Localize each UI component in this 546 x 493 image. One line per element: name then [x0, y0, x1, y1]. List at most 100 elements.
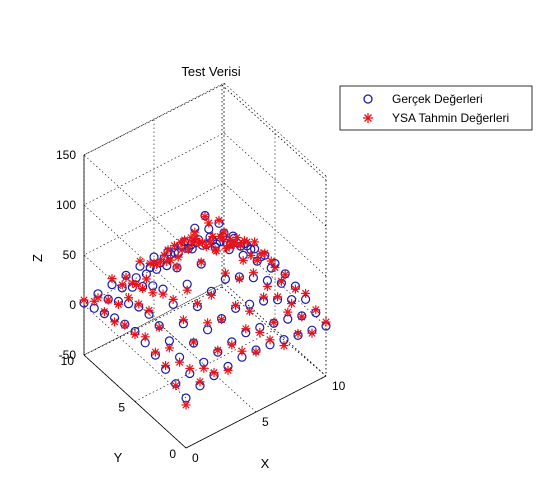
data-point-predicted — [321, 317, 331, 327]
data-point-predicted — [175, 357, 185, 367]
data-point-predicted — [273, 292, 283, 302]
data-point-predicted — [163, 245, 173, 255]
data-point-predicted — [162, 257, 172, 267]
z-axis-label: Z — [30, 254, 45, 262]
data-point-predicted — [168, 294, 178, 304]
z-tick-label: 100 — [56, 198, 76, 212]
data-point-predicted — [283, 307, 293, 317]
box-floor-back-left — [83, 286, 223, 356]
data-point-predicted — [203, 318, 213, 328]
data-point-predicted — [213, 345, 223, 355]
data-point-predicted — [171, 381, 181, 391]
legend: Gerçek Değerleri YSA Tahmin Değerleri — [339, 85, 533, 131]
box-edge-top-left — [83, 84, 223, 156]
legend-box — [339, 85, 533, 131]
data-point-predicted — [280, 270, 290, 280]
data-point-predicted — [224, 241, 234, 251]
x-tick-labels: 0 5 10 — [192, 379, 346, 465]
data-point-predicted — [189, 337, 199, 347]
data-point-predicted — [218, 234, 228, 244]
data-point-predicted — [190, 227, 200, 237]
data-point-predicted — [210, 245, 220, 255]
data-point-predicted — [276, 276, 286, 286]
data-point-predicted — [301, 288, 311, 298]
data-point-predicted — [232, 233, 242, 243]
legend-label-actual: Gerçek Değerleri — [392, 92, 483, 106]
data-point-predicted — [152, 259, 162, 269]
data-point-predicted — [120, 320, 130, 330]
data-point-predicted — [138, 284, 148, 293]
data-point-predicted — [194, 238, 204, 248]
data-point-predicted — [219, 227, 229, 237]
data-point-predicted — [89, 296, 99, 306]
data-point-predicted — [236, 240, 246, 250]
z-tick-label: 150 — [56, 148, 76, 162]
box-edge-top-right — [221, 84, 327, 181]
data-point-predicted — [279, 341, 289, 351]
data-point-predicted — [265, 335, 275, 345]
data-point-predicted — [99, 307, 109, 317]
data-point-predicted — [103, 295, 113, 305]
y-grid-line — [134, 129, 276, 402]
data-point-predicted — [110, 317, 120, 327]
legend-asterisk-marker-icon — [363, 113, 373, 123]
data-point-predicted — [242, 237, 252, 247]
z-tick-label: 50 — [63, 248, 77, 262]
data-point-predicted — [166, 255, 176, 265]
data-point-predicted — [172, 262, 182, 272]
data-point-predicted — [164, 343, 174, 353]
y-tick-label: 0 — [169, 447, 176, 461]
x-tick-label: 5 — [262, 415, 269, 429]
chart-title: Test Verisi — [181, 64, 240, 79]
x-tick-label: 0 — [192, 451, 199, 465]
y-tick-label: 5 — [118, 401, 125, 415]
data-point-predicted — [135, 256, 145, 266]
data-point-predicted — [158, 289, 168, 299]
y-grid-line — [185, 176, 327, 449]
z-tick-labels: -50 0 50 100 150 — [56, 148, 76, 362]
data-point-predicted — [200, 212, 210, 221]
data-point-predicted — [269, 317, 279, 327]
data-point-predicted — [161, 360, 171, 370]
series-predicted — [79, 212, 331, 410]
data-point-predicted — [290, 284, 300, 294]
data-point-predicted — [176, 237, 186, 247]
data-point-predicted — [199, 363, 209, 373]
data-point-predicted — [255, 328, 265, 337]
data-point-predicted — [241, 324, 251, 334]
y-tick-labels: 0 5 10 — [61, 354, 177, 461]
data-point-predicted — [185, 364, 195, 373]
data-point-predicted — [227, 340, 237, 350]
data-point-predicted — [256, 249, 266, 259]
data-point-predicted — [127, 278, 137, 288]
z-tick-label: 0 — [69, 298, 76, 312]
data-point-predicted — [307, 328, 317, 338]
y-axis-label: Y — [114, 450, 123, 465]
data-point-predicted — [266, 256, 276, 266]
data-point-predicted — [141, 274, 151, 284]
data-point-predicted — [206, 290, 216, 300]
data-point-predicted — [208, 232, 218, 241]
data-point-predicted — [245, 306, 255, 316]
data-point-predicted — [217, 315, 227, 325]
data-point-predicted — [259, 292, 269, 302]
x-tick-label: 10 — [332, 379, 346, 393]
data-point-predicted — [297, 312, 307, 322]
data-point-predicted — [181, 400, 191, 410]
data-point-predicted — [178, 315, 188, 325]
legend-label-predicted: YSA Tahmin Değerleri — [392, 111, 509, 125]
data-point-predicted — [192, 299, 202, 308]
data-point-predicted — [214, 215, 224, 225]
data-point-predicted — [220, 268, 230, 278]
data-point-predicted — [252, 255, 262, 265]
data-point-predicted — [251, 347, 261, 357]
data-point-predicted — [231, 300, 241, 310]
data-point-predicted — [145, 259, 155, 268]
data-point-predicted — [287, 299, 297, 309]
data-point-predicted — [183, 244, 193, 254]
data-point-predicted — [144, 305, 154, 315]
data-point-predicted — [107, 274, 117, 284]
data-point-predicted — [238, 255, 248, 265]
